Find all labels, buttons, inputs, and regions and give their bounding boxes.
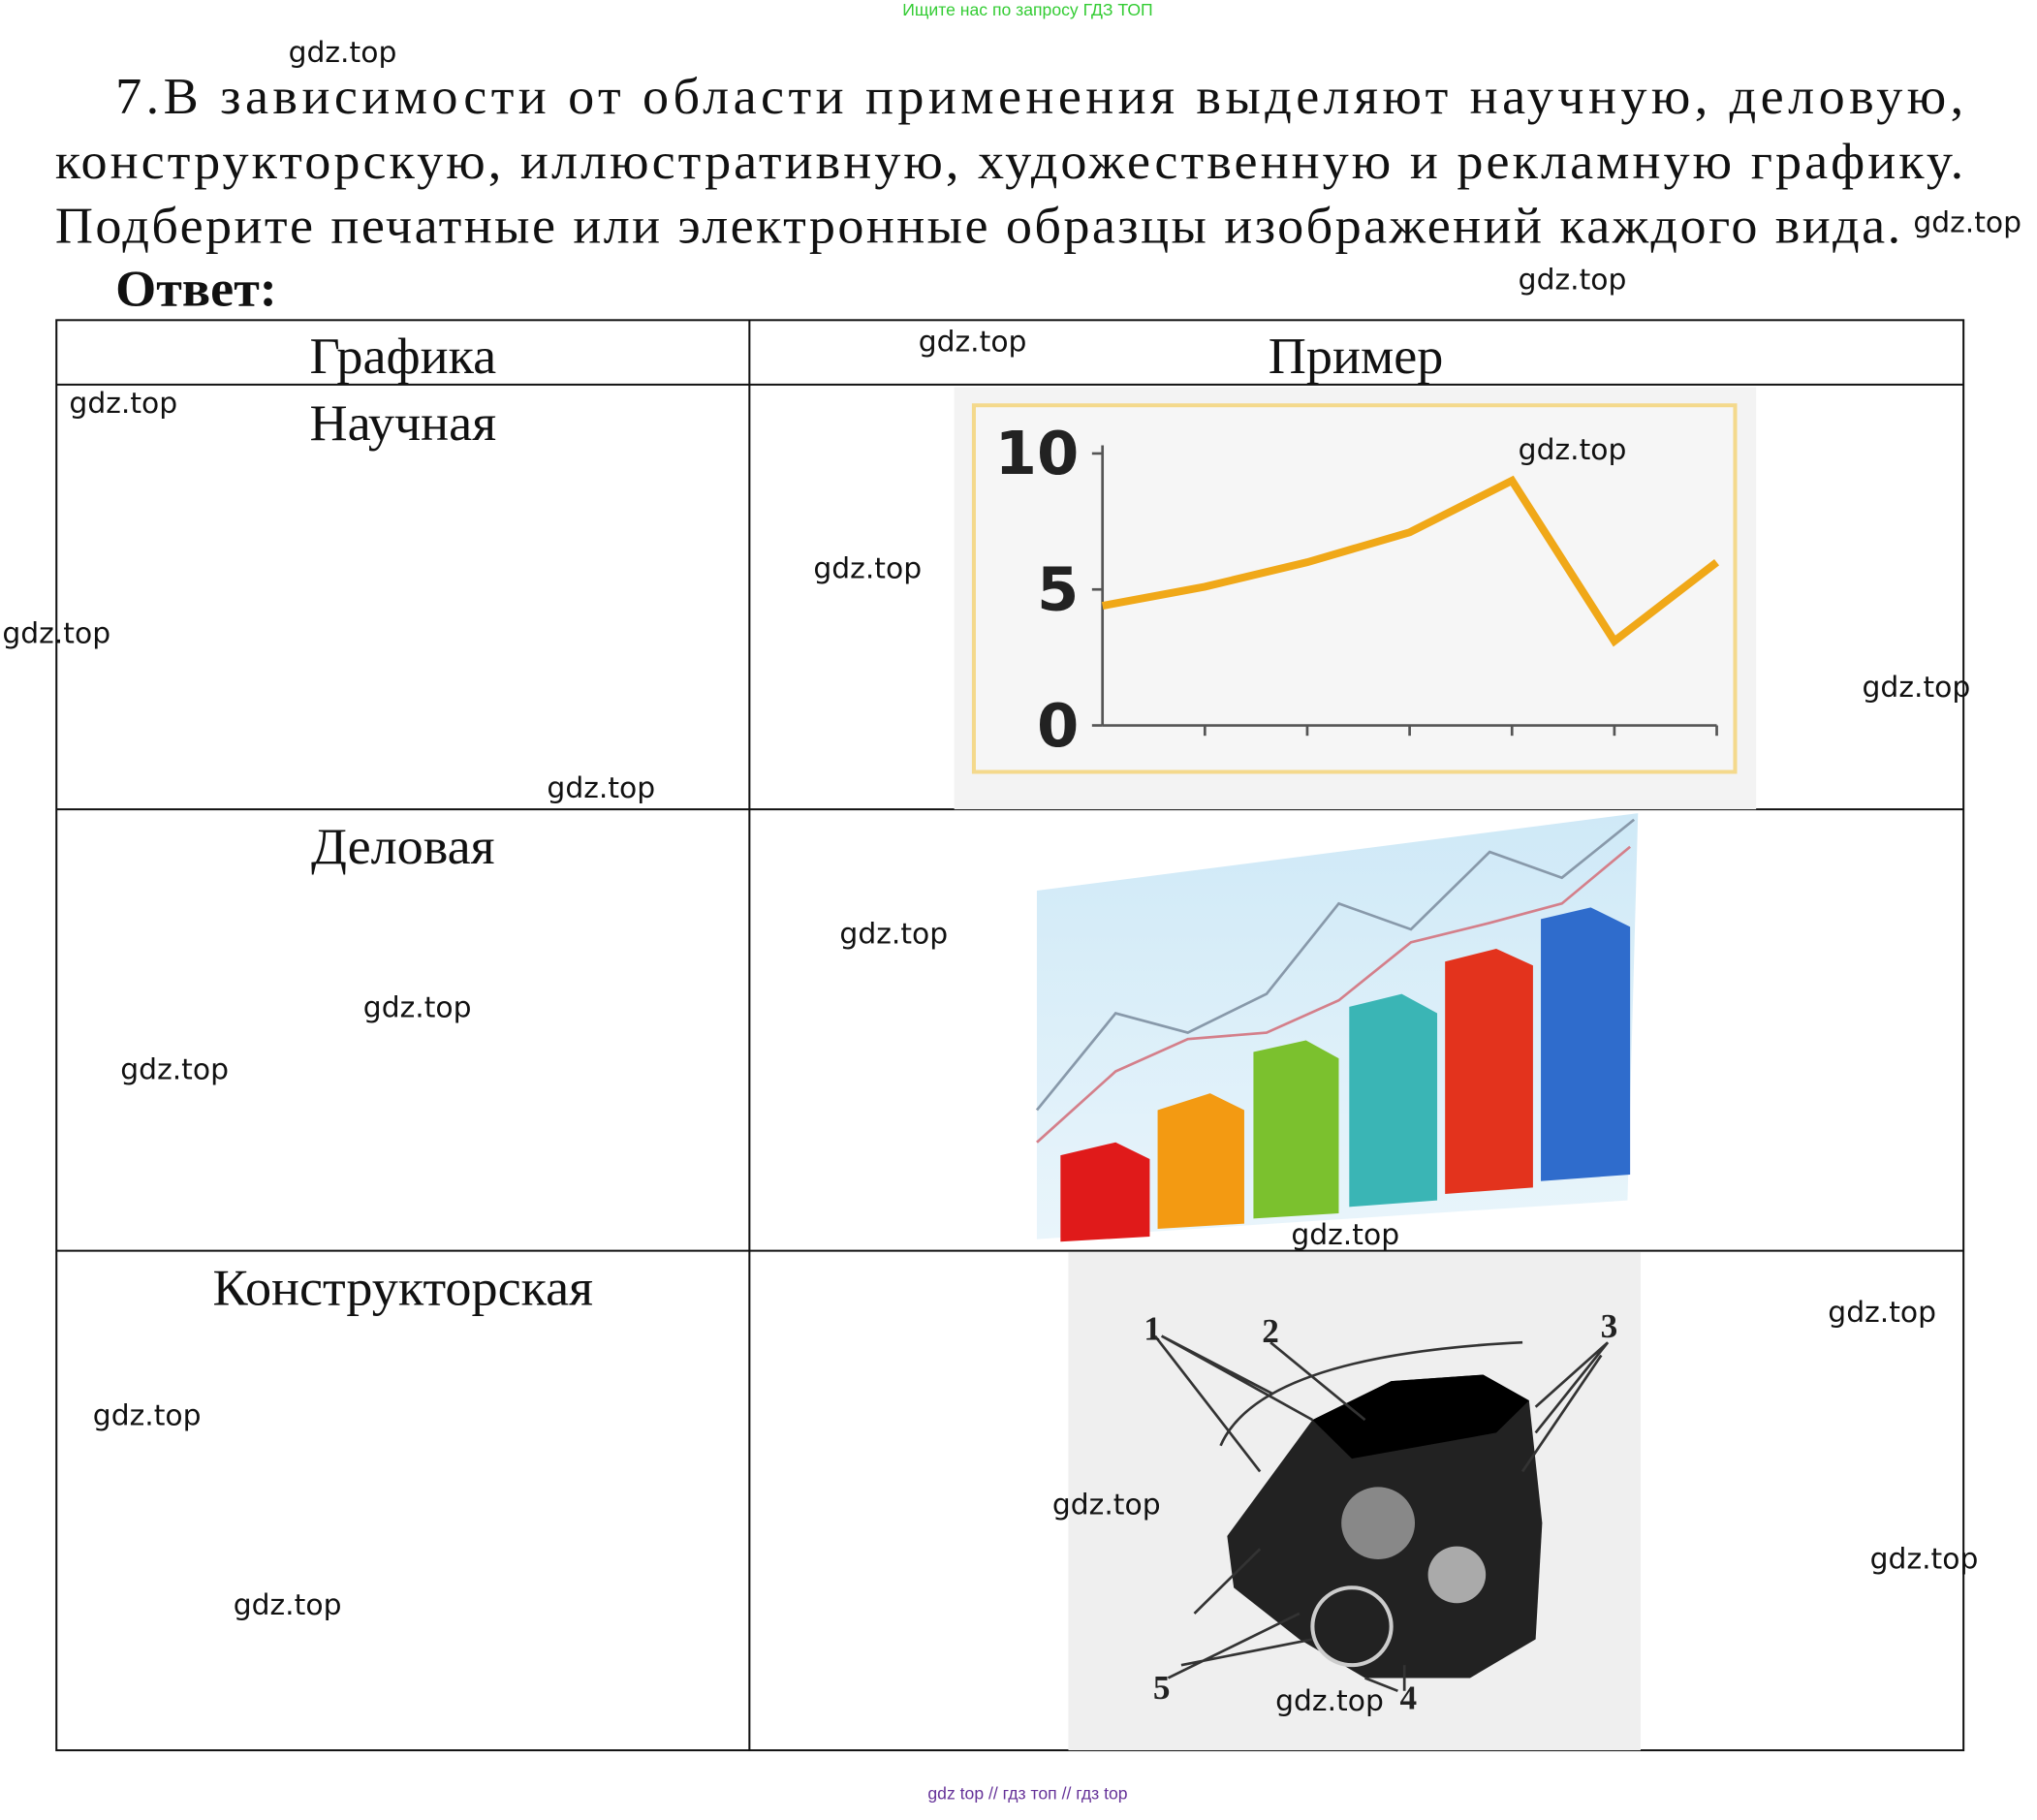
trend-line (1035, 818, 1636, 1112)
bar-shape (1060, 1142, 1150, 1242)
trend-line (1036, 845, 1632, 1144)
bar-shape (1445, 948, 1533, 1195)
watermark: gdz.top (839, 918, 948, 951)
watermark: gdz.top (1828, 1296, 1936, 1329)
task-line: конструкторскую, иллюстративную, художес… (55, 132, 1963, 189)
watermark: gdz.top (1519, 433, 1627, 466)
header-note: Ищите нас по запросу ГДЗ ТОП (902, 0, 1152, 19)
row-label: Конструкторская (213, 1259, 594, 1316)
y-tick-label: 0 (1037, 691, 1079, 760)
watermark: gdz.top (1275, 1684, 1384, 1717)
watermark: gdz.top (547, 771, 655, 804)
bar-shape (1157, 1093, 1244, 1229)
watermark: gdz.top (1519, 264, 1627, 297)
data-line (1101, 475, 1720, 647)
bar-shape (1541, 907, 1631, 1181)
bar-shape (1253, 1040, 1339, 1219)
part-label: 3 (1601, 1307, 1618, 1345)
part-label: 1 (1144, 1310, 1161, 1348)
watermark: gdz.top (1870, 1543, 1979, 1576)
bars (1060, 907, 1631, 1242)
row-label: Научная (309, 394, 496, 452)
bar-shape (1349, 993, 1438, 1208)
watermark: gdz.top (2, 617, 110, 650)
footer: gdz top // гдз топ // гдз top (927, 1784, 1127, 1804)
task-line: 7.В зависимости от области применения вы… (115, 68, 1963, 125)
watermark: gdz.top (93, 1399, 202, 1432)
engine-illustration: 1 2 3 4 5 (1068, 1251, 1641, 1751)
watermark: gdz.top (234, 1588, 342, 1621)
watermark: gdz.top (363, 991, 472, 1024)
engine-cover (1312, 1374, 1529, 1459)
answer-label: Ответ: (115, 260, 277, 317)
task: 7.В зависимости от области применения вы… (55, 68, 1963, 318)
watermark: gdz.top (1913, 206, 2021, 239)
table-text: Графика Пример Научная Деловая Конструкт… (213, 327, 1444, 1316)
part-label: 5 (1153, 1669, 1171, 1707)
y-tick-label: 10 (995, 420, 1080, 488)
business-illustration (1035, 813, 1639, 1242)
scientific-chart: 0 5 10 (954, 387, 1757, 810)
watermark: gdz.top (1863, 671, 1971, 704)
engine-part (1427, 1546, 1487, 1604)
leader-lines (1153, 1334, 1610, 1693)
row-label: Деловая (311, 817, 495, 874)
watermark: gdz.top (1052, 1489, 1161, 1522)
watermark: gdz.top (69, 387, 177, 420)
task-line: Подберите печатные или электронные образ… (55, 197, 1900, 254)
column-header: Пример (1269, 327, 1444, 384)
y-tick-label: 5 (1037, 555, 1079, 624)
engine-part (1310, 1585, 1394, 1668)
watermark: gdz.top (813, 552, 922, 585)
part-label: 2 (1262, 1312, 1279, 1350)
watermark: gdz.top (289, 36, 397, 69)
watermark: gdz.top (1291, 1218, 1399, 1251)
column-header: Графика (309, 327, 496, 384)
watermark: gdz.top (919, 326, 1027, 359)
part-label: 4 (1399, 1679, 1417, 1717)
table-border (55, 319, 1965, 1752)
engine-part (1341, 1487, 1416, 1559)
watermark: gdz.top (120, 1053, 229, 1086)
